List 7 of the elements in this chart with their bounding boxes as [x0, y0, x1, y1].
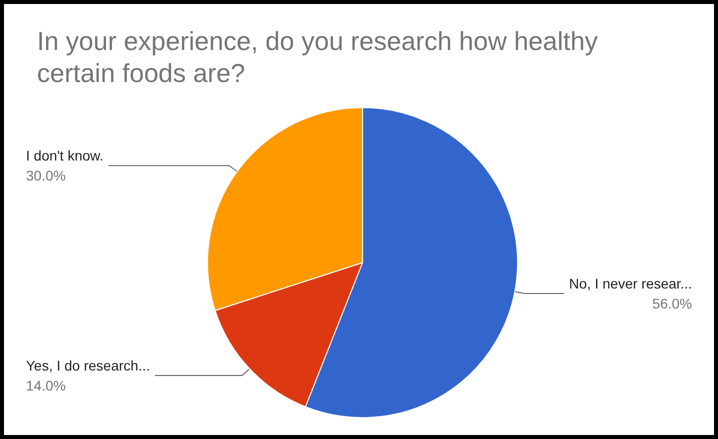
data-label: 14.0%	[26, 378, 66, 394]
data-label: 56.0%	[652, 296, 692, 312]
chart-title: In your experience, do you research how healthy certain foods are?	[37, 26, 606, 88]
slice-label: Yes, I do research...	[26, 358, 150, 374]
data-label: 30.0%	[26, 168, 66, 184]
slice-label: No, I never resear...	[569, 276, 692, 292]
slice-label: I don't know.	[26, 148, 104, 164]
